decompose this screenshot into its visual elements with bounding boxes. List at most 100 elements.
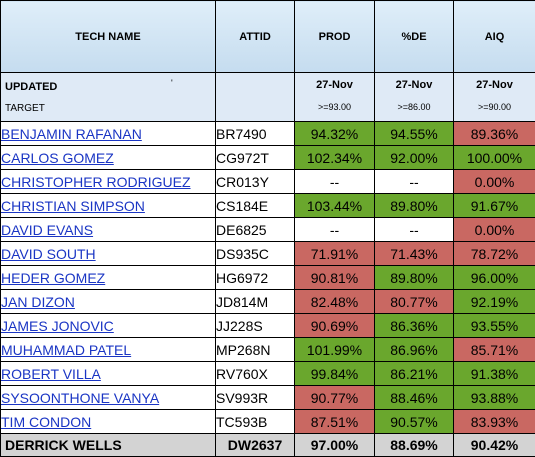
aiq-cell: 93.88% <box>454 386 535 410</box>
tech-name-link[interactable]: DAVID EVANS <box>1 222 93 238</box>
total-name: DERRICK WELLS <box>1 434 216 457</box>
prod-cell: 90.81% <box>295 266 375 290</box>
tech-name-cell: CHRISTIAN SIMPSON <box>1 194 216 218</box>
attid-cell: CR013Y <box>216 170 295 194</box>
tech-name-cell: BENJAMIN RAFANAN <box>1 122 216 146</box>
attid-cell: JJ228S <box>216 314 295 338</box>
de-cell: 86.21% <box>375 362 454 386</box>
de-cell: 71.43% <box>375 242 454 266</box>
tech-name-link[interactable]: TIM CONDON <box>1 414 91 430</box>
de-cell: 86.96% <box>375 338 454 362</box>
de-cell: 94.55% <box>375 122 454 146</box>
de-cell: -- <box>375 170 454 194</box>
updated-target-row: UPDATED ' TARGET 27-Nov >=93.00 27-Nov >… <box>1 73 535 122</box>
prod-cell: 101.99% <box>295 338 375 362</box>
prod-cell: 94.32% <box>295 122 375 146</box>
de-cell: 89.80% <box>375 266 454 290</box>
aiq-cell: 85.71% <box>454 338 535 362</box>
total-row: DERRICK WELLS DW2637 97.00% 88.69% 90.42… <box>1 434 535 457</box>
prod-updated-cell: 27-Nov >=93.00 <box>295 73 375 122</box>
attid-cell: RV760X <box>216 362 295 386</box>
tech-name-link[interactable]: JAMES JONOVIC <box>1 318 114 334</box>
tech-name-link[interactable]: CARLOS GOMEZ <box>1 150 114 166</box>
updated-attid-cell <box>216 73 295 122</box>
total-de: 88.69% <box>375 434 454 457</box>
target-label: TARGET <box>5 103 45 114</box>
aiq-cell: 93.55% <box>454 314 535 338</box>
attid-cell: CG972T <box>216 146 295 170</box>
de-cell: 89.80% <box>375 194 454 218</box>
aiq-cell: 100.00% <box>454 146 535 170</box>
attid-cell: MP268N <box>216 338 295 362</box>
tech-name-cell: DAVID EVANS <box>1 218 216 242</box>
tech-name-cell: CARLOS GOMEZ <box>1 146 216 170</box>
prod-target: >=93.00 <box>295 102 374 112</box>
tech-name-link[interactable]: BENJAMIN RAFANAN <box>1 126 142 142</box>
attid-cell: BR7490 <box>216 122 295 146</box>
header-row: TECH NAME ATTID PROD %DE AIQ <box>1 1 535 73</box>
aiq-cell: 92.19% <box>454 290 535 314</box>
prod-cell: 90.69% <box>295 314 375 338</box>
tech-name-link[interactable]: CHRISTIAN SIMPSON <box>1 198 145 214</box>
header-prod: PROD <box>295 1 375 73</box>
total-attid: DW2637 <box>216 434 295 457</box>
prod-cell: -- <box>295 218 375 242</box>
aiq-cell: 89.36% <box>454 122 535 146</box>
de-cell: -- <box>375 218 454 242</box>
aiq-cell: 91.38% <box>454 362 535 386</box>
total-aiq: 90.42% <box>454 434 535 457</box>
de-cell: 92.00% <box>375 146 454 170</box>
header-attid: ATTID <box>216 1 295 73</box>
total-prod: 97.00% <box>295 434 375 457</box>
prod-updated-date: 27-Nov <box>295 79 374 91</box>
tech-name-link[interactable]: SYSOONTHONE VANYA <box>1 390 159 406</box>
prod-cell: 82.48% <box>295 290 375 314</box>
tech-name-link[interactable]: JAN DIZON <box>1 294 75 310</box>
attid-cell: SV993R <box>216 386 295 410</box>
de-cell: 90.57% <box>375 410 454 434</box>
updated-label: UPDATED <box>5 81 57 93</box>
de-cell: 86.36% <box>375 314 454 338</box>
tech-name-cell: JAMES JONOVIC <box>1 314 216 338</box>
prod-cell: 103.44% <box>295 194 375 218</box>
aiq-cell: 96.00% <box>454 266 535 290</box>
attid-cell: TC593B <box>216 410 295 434</box>
tech-name-cell: SYSOONTHONE VANYA <box>1 386 216 410</box>
aiq-cell: 0.00% <box>454 218 535 242</box>
tech-name-link[interactable]: DAVID SOUTH <box>1 246 96 262</box>
attid-cell: DS935C <box>216 242 295 266</box>
de-target: >=86.00 <box>375 102 453 112</box>
aiq-updated-date: 27-Nov <box>454 79 535 91</box>
aiq-updated-cell: 27-Nov >=90.00 <box>454 73 535 122</box>
tech-name-cell: DAVID SOUTH <box>1 242 216 266</box>
de-cell: 80.77% <box>375 290 454 314</box>
header-de: %DE <box>375 1 454 73</box>
tech-name-cell: ROBERT VILLA <box>1 362 216 386</box>
tech-name-link[interactable]: CHRISTOPHER RODRIGUEZ <box>1 174 191 190</box>
header-tech-name: TECH NAME <box>1 1 216 73</box>
tech-name-link[interactable]: MUHAMMAD PATEL <box>1 342 131 358</box>
aiq-cell: 0.00% <box>454 170 535 194</box>
tech-name-cell: HEDER GOMEZ <box>1 266 216 290</box>
aiq-cell: 83.93% <box>454 410 535 434</box>
prod-cell: 99.84% <box>295 362 375 386</box>
tech-name-link[interactable]: HEDER GOMEZ <box>1 270 105 286</box>
attid-cell: DE6825 <box>216 218 295 242</box>
aiq-cell: 78.72% <box>454 242 535 266</box>
updated-mark: ' <box>171 78 173 88</box>
prod-cell: 90.77% <box>295 386 375 410</box>
tech-name-link[interactable]: ROBERT VILLA <box>1 366 101 382</box>
